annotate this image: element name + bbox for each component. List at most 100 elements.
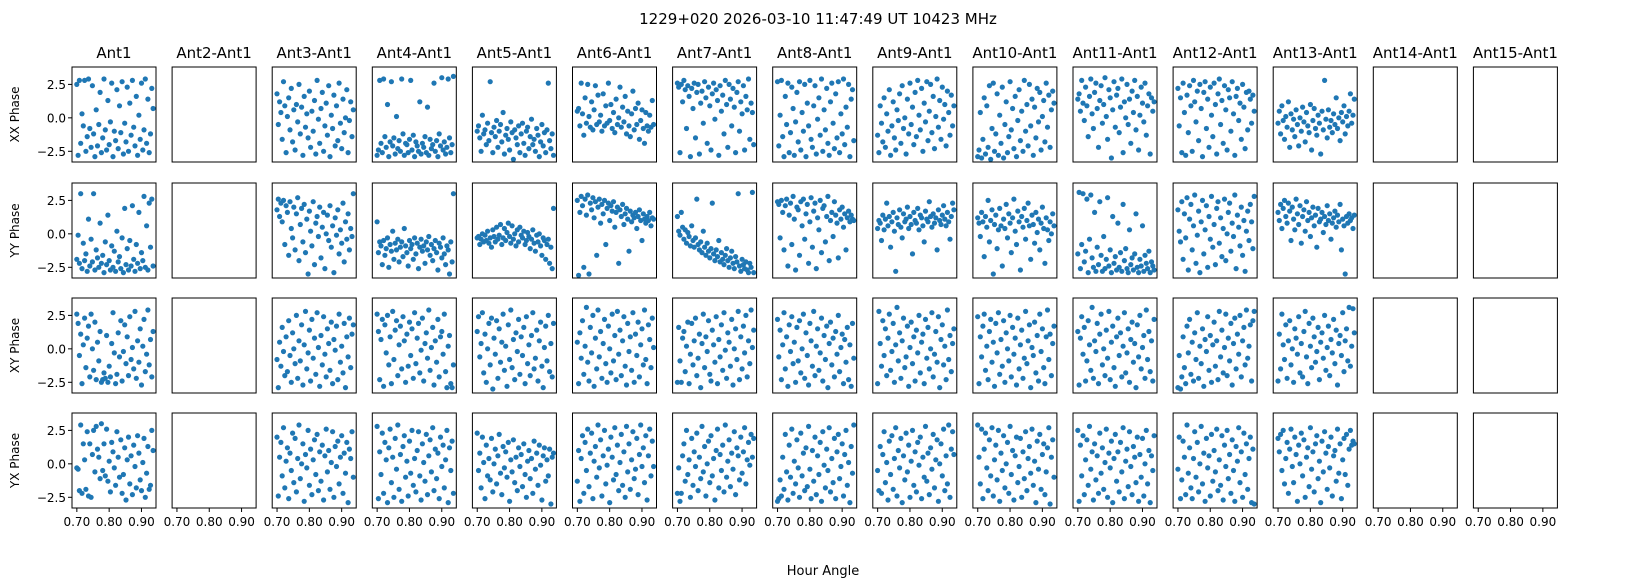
column-title: Ant1 — [96, 44, 131, 62]
data-point — [830, 120, 836, 126]
data-point — [1119, 76, 1125, 82]
data-point — [979, 155, 985, 161]
data-point — [990, 493, 996, 499]
data-point — [328, 112, 334, 118]
data-point — [984, 103, 990, 109]
data-point — [700, 469, 706, 475]
data-point — [536, 231, 542, 237]
data-point — [1021, 77, 1027, 83]
data-point — [1312, 359, 1319, 365]
data-point — [1334, 426, 1341, 432]
data-point — [609, 454, 615, 460]
data-point — [876, 308, 882, 314]
data-point — [282, 485, 288, 491]
data-point — [104, 426, 110, 432]
data-point — [1048, 454, 1054, 460]
data-point — [950, 123, 956, 129]
data-point — [393, 318, 400, 324]
data-point — [1176, 352, 1182, 359]
data-point — [449, 142, 455, 148]
data-point — [536, 338, 542, 344]
data-point — [1115, 220, 1121, 226]
data-point — [833, 212, 839, 218]
data-point — [333, 103, 340, 109]
data-point — [1097, 97, 1103, 104]
data-point — [335, 207, 341, 213]
data-point — [322, 351, 328, 357]
data-point — [80, 441, 86, 447]
data-point — [1283, 113, 1289, 120]
data-point — [96, 264, 102, 270]
data-point — [1125, 270, 1131, 276]
data-point — [150, 263, 156, 269]
data-point — [1042, 492, 1048, 498]
data-point — [1276, 331, 1282, 337]
data-point — [119, 378, 125, 384]
data-point — [1086, 236, 1093, 242]
data-point — [386, 445, 392, 451]
data-point — [1101, 233, 1107, 240]
data-point — [1236, 224, 1242, 230]
data-point — [1148, 453, 1155, 459]
data-point — [1203, 348, 1209, 355]
x-tick-label: 0.80 — [196, 515, 223, 529]
data-point — [1250, 92, 1256, 98]
data-point — [616, 488, 622, 494]
data-point — [80, 342, 86, 348]
data-point — [702, 443, 708, 450]
data-point — [1041, 365, 1047, 371]
panel-frame — [1072, 182, 1158, 279]
data-point — [517, 150, 523, 156]
data-point — [677, 150, 683, 156]
data-point — [345, 150, 351, 156]
data-point — [1143, 260, 1149, 266]
data-point — [1293, 451, 1299, 458]
data-point — [813, 151, 819, 157]
data-point — [1294, 351, 1300, 357]
data-point — [979, 426, 985, 432]
data-point — [1293, 196, 1299, 202]
data-point — [335, 377, 341, 383]
data-point — [951, 451, 957, 458]
data-point — [522, 471, 528, 478]
data-point — [150, 447, 156, 454]
panel-frame — [471, 182, 557, 279]
data-point — [391, 494, 397, 500]
data-point — [1120, 150, 1126, 156]
data-point — [1194, 232, 1200, 238]
data-point — [902, 115, 908, 121]
panel-frame — [1472, 66, 1558, 163]
y-tick-label: 0.0 — [47, 342, 66, 356]
data-point — [1303, 354, 1310, 360]
data-point — [450, 490, 456, 496]
data-point — [608, 434, 614, 440]
data-point — [122, 322, 128, 328]
data-point — [424, 492, 431, 498]
data-point — [1241, 104, 1247, 110]
data-point — [401, 152, 407, 158]
data-point — [1026, 322, 1032, 328]
data-point — [87, 263, 93, 269]
data-point — [888, 367, 894, 373]
data-point — [811, 103, 817, 109]
data-point — [102, 473, 108, 479]
data-point — [478, 485, 484, 491]
panel — [972, 66, 1058, 163]
data-point — [811, 478, 817, 484]
data-point — [613, 209, 619, 215]
panel-frame — [1372, 182, 1458, 279]
data-point — [142, 76, 148, 82]
data-point — [645, 322, 652, 328]
data-point — [286, 496, 292, 502]
data-point — [813, 266, 819, 272]
panel — [772, 182, 858, 279]
data-point — [384, 101, 391, 108]
data-point — [634, 435, 640, 441]
data-point — [1303, 199, 1310, 205]
data-point — [722, 422, 728, 428]
data-point — [607, 217, 613, 224]
data-point — [282, 103, 288, 109]
data-point — [902, 365, 908, 371]
data-point — [415, 266, 422, 272]
data-point — [899, 83, 905, 89]
